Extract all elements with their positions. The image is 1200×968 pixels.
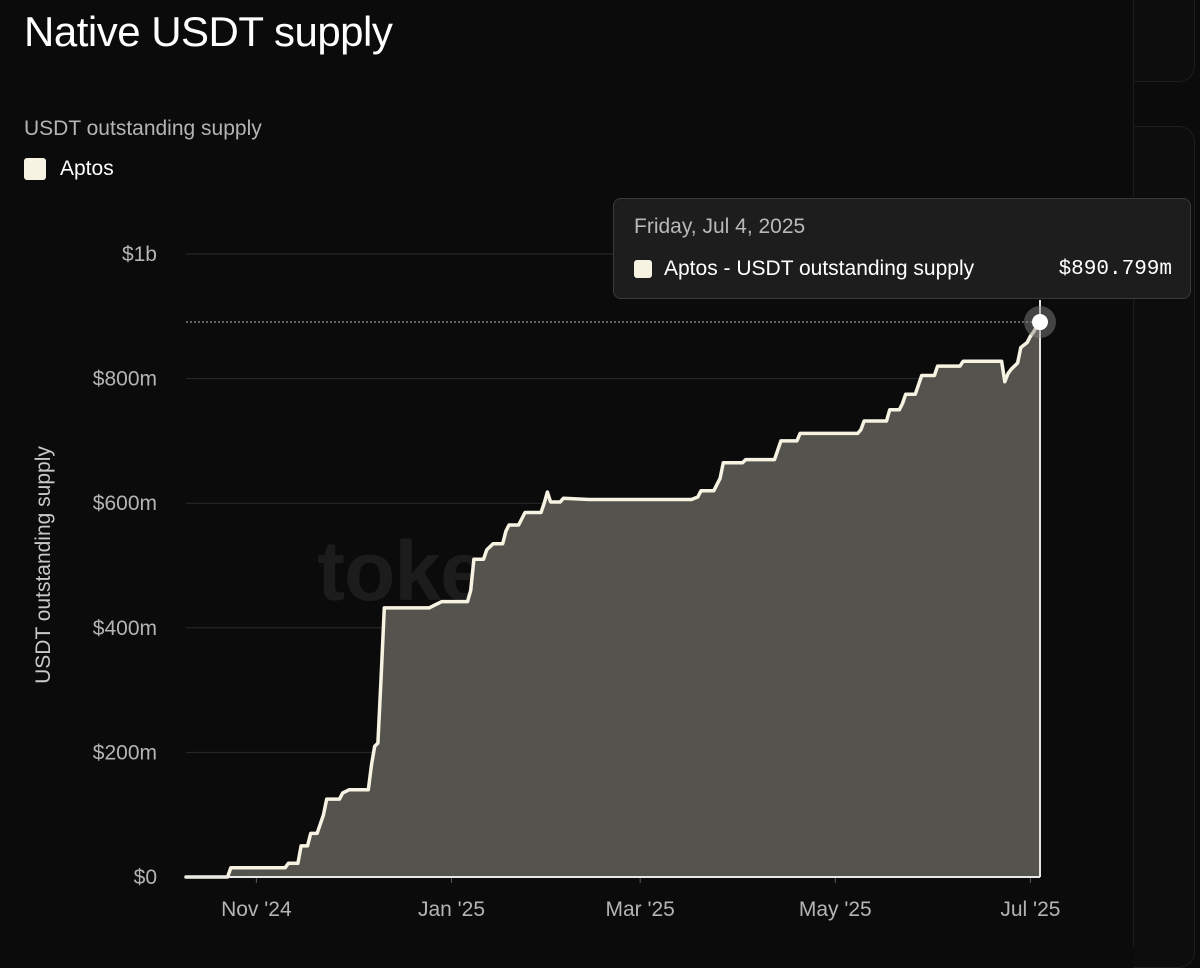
hover-point — [1032, 314, 1048, 331]
tooltip-value: $890.799m — [1058, 257, 1172, 281]
x-tick-label: Jan '25 — [418, 898, 485, 921]
y-tick-label: $800m — [93, 368, 157, 391]
tooltip-row: Aptos - USDT outstanding supply $890.799… — [634, 257, 1172, 281]
y-axis-title: USDT outstanding supply — [32, 446, 55, 684]
x-tick-label: May '25 — [799, 898, 872, 921]
tooltip-series-label: Aptos - USDT outstanding supply — [664, 257, 975, 280]
y-tick-label: $0 — [134, 866, 157, 889]
series-line-aptos — [184, 320, 1042, 879]
chart-subtitle: USDT outstanding supply — [24, 117, 262, 140]
y-tick-label: $1b — [122, 243, 157, 266]
page-title: Native USDT supply — [24, 8, 393, 55]
x-tick-label: Nov '24 — [221, 898, 292, 921]
y-tick-label: $200m — [93, 741, 157, 764]
tooltip-date: Friday, Jul 4, 2025 — [634, 215, 806, 238]
y-tick-label: $600m — [93, 492, 157, 515]
legend[interactable]: Aptos — [24, 157, 114, 181]
x-tick-label: Jul '25 — [1000, 898, 1060, 921]
side-card-top — [1134, 0, 1195, 82]
y-tick-label: $400m — [93, 617, 157, 640]
series-area-aptos — [186, 322, 1040, 877]
tooltip: Friday, Jul 4, 2025 Aptos - USDT outstan… — [613, 198, 1191, 299]
legend-swatch-aptos — [24, 158, 46, 180]
tooltip-swatch — [634, 260, 652, 278]
x-tick-label: Mar '25 — [605, 898, 674, 921]
area-chart[interactable]: $0 $200m $400m $600m $800m $1b USDT outstandin… — [0, 0, 1133, 947]
legend-label-aptos: Aptos — [60, 157, 114, 180]
